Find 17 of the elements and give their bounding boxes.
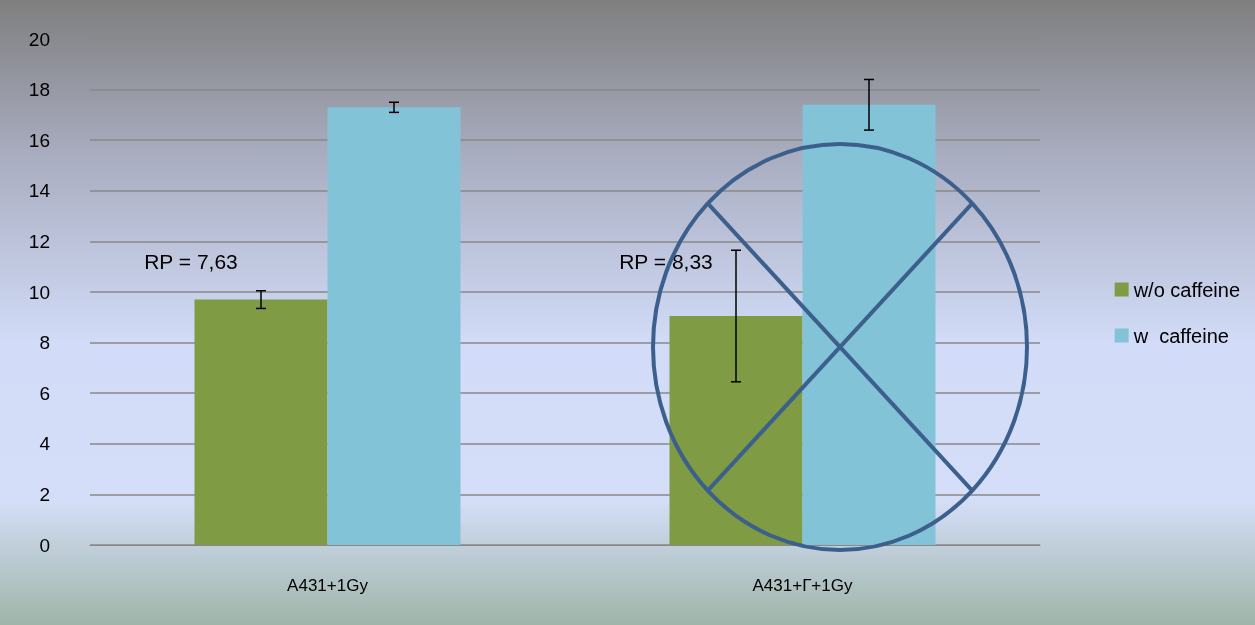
y-tick-label: 20 [28,28,50,50]
y-tick-label: 18 [28,79,50,101]
y-tick-label: 12 [28,230,50,252]
y-tick-label: 4 [39,433,51,455]
y-tick-label: 0 [39,534,50,556]
y-tick-label: 6 [39,382,50,404]
annotation: RP = 7,63 [144,249,238,273]
y-tick-label: 10 [28,281,50,303]
legend-label: w/o caffeine [1132,278,1241,301]
y-tick-label: 8 [39,332,50,354]
x-tick-label: A431+1Gy [287,576,369,595]
legend-label: w caffeine [1132,324,1229,347]
x-tick-label: A431+Г+1Gy [752,576,853,595]
annotation: RP = 8,33 [619,249,713,273]
y-tick-label: 2 [39,483,50,505]
y-tick-label: 14 [28,180,51,202]
y-tick-label: 16 [28,129,50,151]
